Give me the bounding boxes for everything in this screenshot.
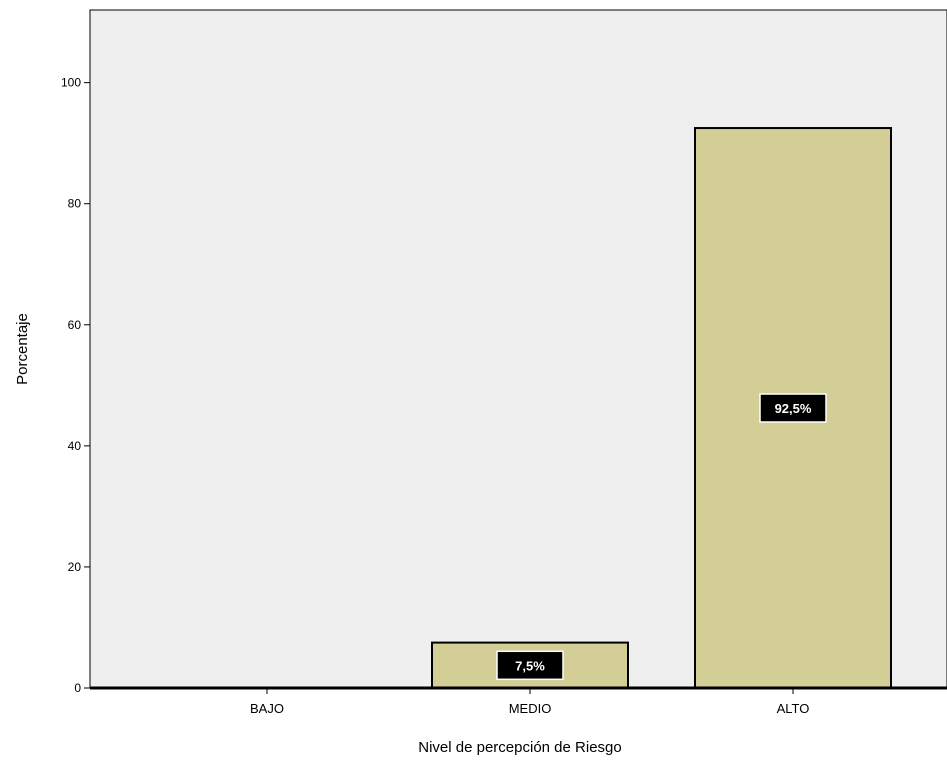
- x-ticks-layer: BAJO MEDIO ALTO: [250, 688, 809, 716]
- x-tick-label: ALTO: [777, 701, 810, 716]
- data-label-box: [759, 393, 827, 423]
- data-labels-layer: 7,5% 92,5%: [496, 393, 827, 681]
- data-label-text: 7,5%: [515, 658, 545, 673]
- y-tick-label: 80: [68, 197, 82, 211]
- x-tick-label: MEDIO: [509, 701, 552, 716]
- data-label-alto: 92,5%: [759, 393, 827, 423]
- y-tick-label: 100: [61, 76, 81, 90]
- y-tick-label: 20: [68, 560, 82, 574]
- y-tick-label: 60: [68, 318, 82, 332]
- x-tick-label: BAJO: [250, 701, 284, 716]
- data-label-medio: 7,5%: [496, 650, 564, 681]
- y-tick-label: 0: [74, 681, 81, 695]
- y-ticks-layer: 0 20 40 60 80 100: [61, 76, 90, 695]
- y-axis-title: Porcentaje: [14, 313, 31, 385]
- data-label-box: [496, 650, 564, 681]
- x-axis-title: Nivel de percepción de Riesgo: [418, 739, 621, 756]
- data-label-text: 92,5%: [775, 401, 812, 416]
- y-tick-label: 40: [68, 439, 82, 453]
